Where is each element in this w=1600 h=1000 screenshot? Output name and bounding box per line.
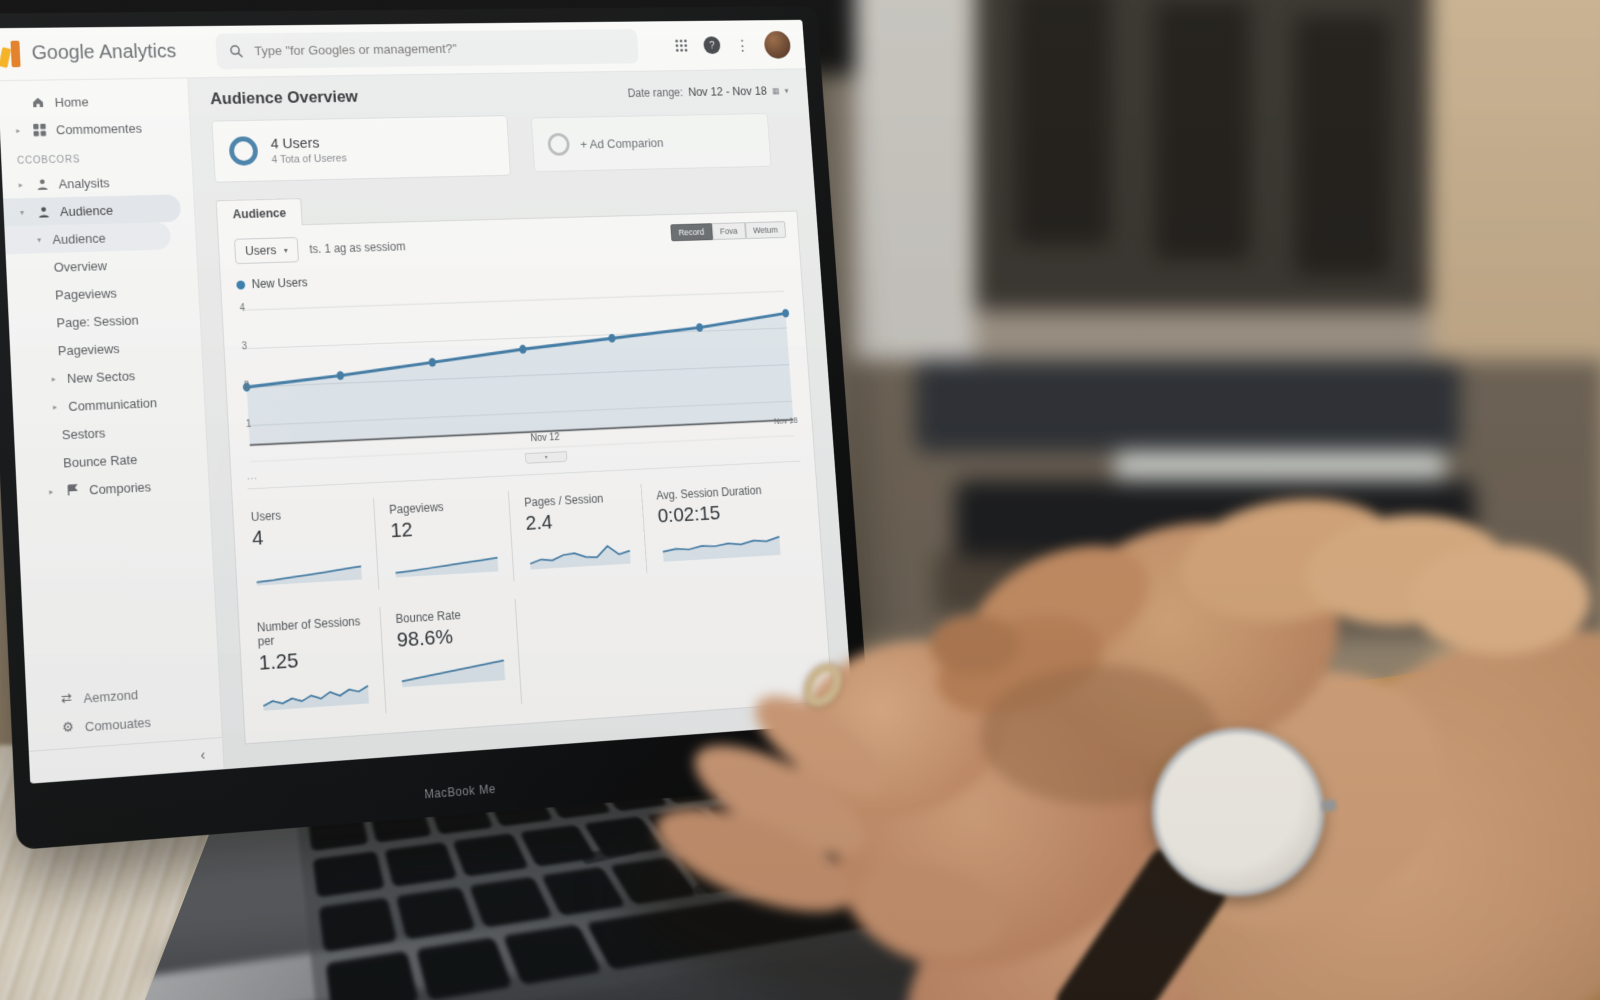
- watch-hand-knuckle: [1410, 545, 1590, 655]
- hands: [0, 0, 1600, 1000]
- watch-hand-fingertip: [930, 615, 1020, 675]
- watch-crown: [1322, 800, 1336, 811]
- photo-stage: Google Analytics: [0, 0, 1600, 1000]
- watch-dial: [1152, 728, 1324, 896]
